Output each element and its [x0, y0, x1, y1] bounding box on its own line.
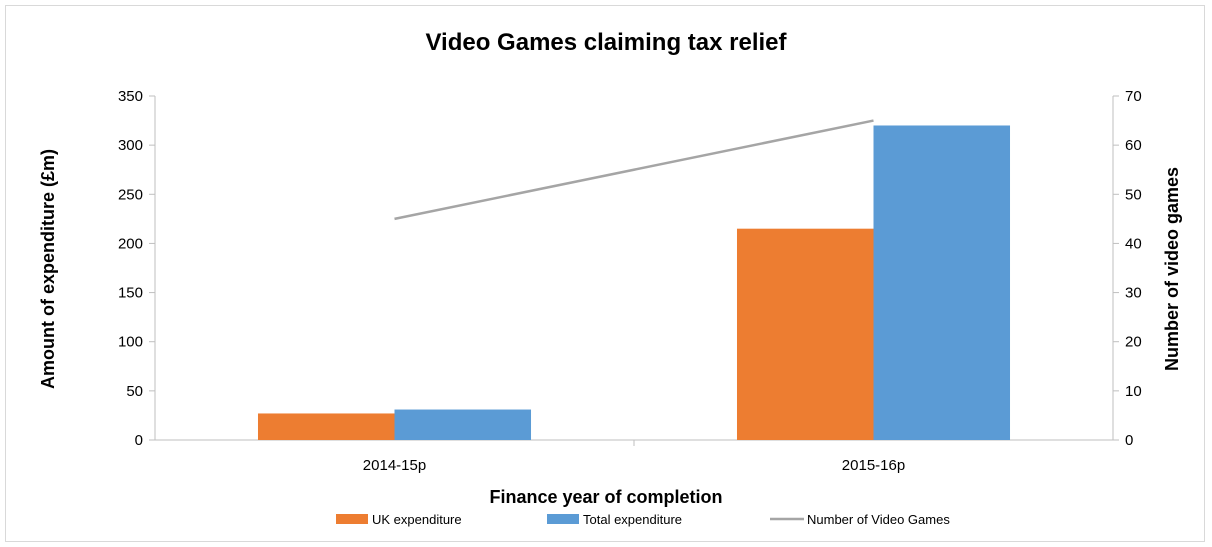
legend-item: UK expenditure	[336, 512, 462, 527]
y-tick-label: 350	[118, 88, 143, 105]
y-tick-label: 200	[118, 235, 143, 252]
y-tick-label: 100	[118, 334, 143, 351]
lines	[394, 119, 874, 221]
y2-tick-label: 20	[1125, 334, 1142, 351]
y-tick-label: 300	[118, 137, 143, 154]
y2-tick-label: 50	[1125, 186, 1142, 203]
y-tick-label: 0	[135, 432, 143, 449]
y-tick-label: 150	[118, 285, 143, 302]
legend-item: Total expenditure	[547, 512, 682, 527]
y-axis-title: Amount of expenditure (£m)	[38, 149, 58, 389]
ticks: 0 50 100 150 200 250 300 350 0 10 20 30 40 50 60 70 2014…	[118, 88, 1142, 474]
bar-total-expenditure	[394, 409, 532, 440]
legend: UK expenditure Total expenditure Number of…	[336, 512, 950, 527]
legend-swatch	[547, 514, 579, 524]
chart-title: Video Games claiming tax relief	[425, 29, 787, 56]
y2-tick-label: 60	[1125, 137, 1142, 154]
x-axis-title: Finance year of completion	[489, 487, 722, 507]
y2-tick-label: 30	[1125, 285, 1142, 302]
bar-total-expenditure	[873, 125, 1011, 440]
legend-label: Total expenditure	[583, 512, 682, 527]
bar-uk-expenditure	[736, 228, 874, 440]
line-number-of-video-games	[394, 119, 874, 221]
y2-tick-label: 70	[1125, 88, 1142, 105]
y-tick-label: 50	[126, 383, 143, 400]
y-tick-label: 250	[118, 186, 143, 203]
bar-uk-expenditure	[257, 413, 395, 440]
bars	[257, 125, 1011, 440]
x-tick-label: 2014-15p	[363, 457, 426, 474]
legend-label: UK expenditure	[372, 512, 462, 527]
y2-axis-title: Number of video games	[1162, 167, 1182, 371]
y2-tick-label: 0	[1125, 432, 1133, 449]
legend-swatch	[336, 514, 368, 524]
legend-label: Number of Video Games	[807, 512, 950, 527]
legend-item: Number of Video Games	[770, 512, 950, 527]
y2-tick-label: 10	[1125, 383, 1142, 400]
y2-tick-label: 40	[1125, 235, 1142, 252]
x-tick-label: 2015-16p	[842, 457, 905, 474]
